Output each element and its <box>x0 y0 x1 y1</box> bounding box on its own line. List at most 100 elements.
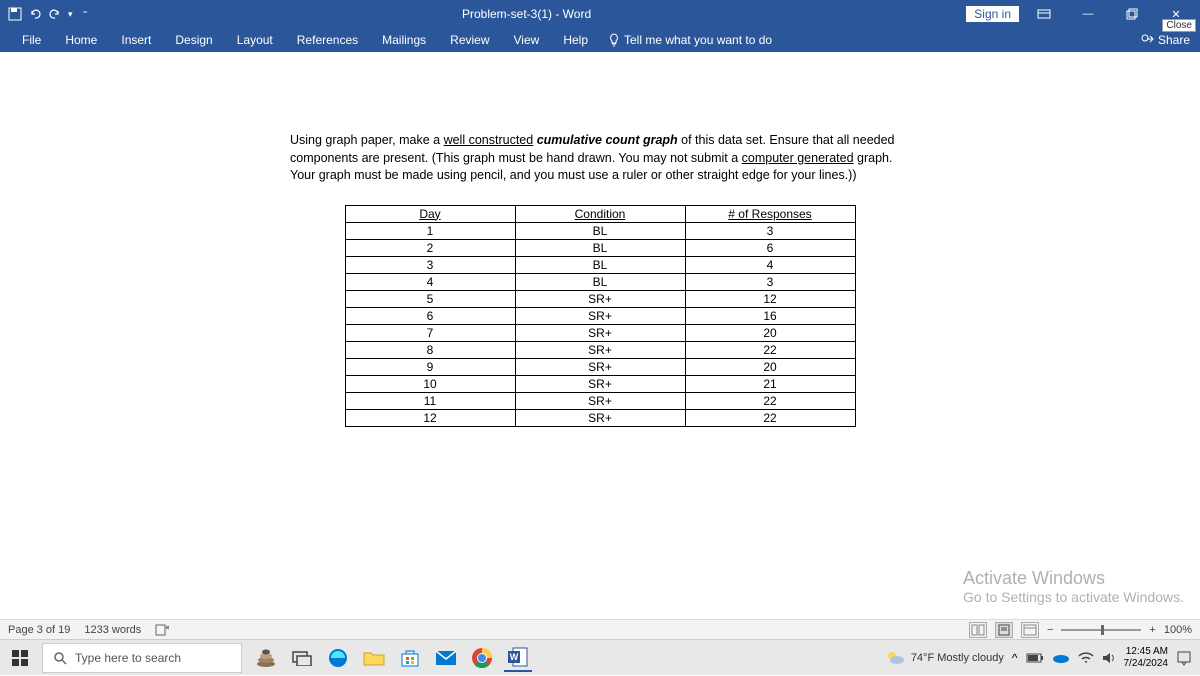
table-cell: 20 <box>685 324 855 341</box>
table-cell: 12 <box>345 409 515 426</box>
onedrive-icon[interactable] <box>1052 652 1070 664</box>
tab-file[interactable]: File <box>10 29 53 51</box>
table-cell: SR+ <box>515 358 685 375</box>
table-row: 1BL3 <box>345 222 855 239</box>
spellcheck-icon[interactable] <box>155 623 169 637</box>
print-layout-icon[interactable] <box>995 622 1013 638</box>
maximize-button[interactable] <box>1112 3 1152 25</box>
table-header-row: Day Condition # of Responses <box>345 205 855 222</box>
tab-mailings[interactable]: Mailings <box>370 29 438 51</box>
col-condition: Condition <box>515 205 685 222</box>
taskbar-search[interactable]: Type here to search <box>42 643 242 673</box>
table-cell: 7 <box>345 324 515 341</box>
ribbon-display-icon[interactable] <box>1024 3 1064 25</box>
word-count[interactable]: 1233 words <box>84 624 141 636</box>
table-row: 8SR+22 <box>345 341 855 358</box>
stacked-icon[interactable] <box>252 644 280 672</box>
activate-sub: Go to Settings to activate Windows. <box>963 589 1184 605</box>
table-cell: 22 <box>685 409 855 426</box>
chevron-up-icon[interactable]: ^ <box>1012 651 1018 665</box>
table-cell: 8 <box>345 341 515 358</box>
tab-layout[interactable]: Layout <box>225 29 285 51</box>
read-mode-icon[interactable] <box>969 622 987 638</box>
share-label: Share <box>1158 33 1190 47</box>
table-cell: 9 <box>345 358 515 375</box>
table-cell: SR+ <box>515 375 685 392</box>
qat-dropdown-icon[interactable]: ▾ <box>68 9 73 20</box>
close-button[interactable]: ✕Close <box>1156 3 1196 25</box>
web-layout-icon[interactable] <box>1021 622 1039 638</box>
col-day: Day <box>345 205 515 222</box>
redo-icon[interactable] <box>48 7 62 21</box>
volume-icon[interactable] <box>1102 651 1116 665</box>
windows-logo-icon <box>12 650 28 666</box>
table-cell: 11 <box>345 392 515 409</box>
table-cell: SR+ <box>515 341 685 358</box>
tab-design[interactable]: Design <box>163 29 224 51</box>
activate-windows-watermark: Activate Windows Go to Settings to activ… <box>963 568 1184 605</box>
table-cell: BL <box>515 222 685 239</box>
table-cell: 4 <box>685 256 855 273</box>
zoom-out-button[interactable]: − <box>1047 624 1053 636</box>
table-cell: BL <box>515 239 685 256</box>
data-table: Day Condition # of Responses 1BL32BL63BL… <box>345 205 856 427</box>
minimize-button[interactable]: — <box>1068 3 1108 25</box>
tab-view[interactable]: View <box>502 29 552 51</box>
table-row: 7SR+20 <box>345 324 855 341</box>
table-cell: 3 <box>685 273 855 290</box>
start-button[interactable] <box>0 640 40 676</box>
search-placeholder: Type here to search <box>75 651 181 665</box>
close-tooltip: Close <box>1162 19 1196 32</box>
file-explorer-icon[interactable] <box>360 644 388 672</box>
zoom-level[interactable]: 100% <box>1164 624 1192 636</box>
weather-widget[interactable]: 74°F Mostly cloudy <box>885 649 1004 667</box>
table-row: 3BL4 <box>345 256 855 273</box>
tell-me-search[interactable]: Tell me what you want to do <box>608 33 772 47</box>
lightbulb-icon <box>608 33 620 47</box>
save-icon[interactable] <box>8 7 22 21</box>
tell-me-label: Tell me what you want to do <box>624 33 772 47</box>
sign-in-button[interactable]: Sign in <box>965 5 1020 23</box>
mail-icon[interactable] <box>432 644 460 672</box>
table-cell: 3 <box>685 222 855 239</box>
tab-home[interactable]: Home <box>53 29 109 51</box>
clock[interactable]: 12:45 AM 7/24/2024 <box>1124 646 1169 670</box>
document-area[interactable]: Using graph paper, make a well construct… <box>0 52 1200 622</box>
table-cell: 10 <box>345 375 515 392</box>
notification-icon[interactable] <box>1176 650 1192 666</box>
table-row: 5SR+12 <box>345 290 855 307</box>
page-indicator[interactable]: Page 3 of 19 <box>8 624 70 636</box>
table-row: 11SR+22 <box>345 392 855 409</box>
table-cell: 6 <box>685 239 855 256</box>
page-content: Using graph paper, make a well construct… <box>290 132 910 622</box>
store-icon[interactable] <box>396 644 424 672</box>
table-cell: 16 <box>685 307 855 324</box>
zoom-slider[interactable] <box>1061 629 1141 631</box>
tab-review[interactable]: Review <box>438 29 501 51</box>
word-icon[interactable]: W <box>504 644 532 672</box>
title-bar: ▾ ⁼ Problem-set-3(1) - Word Sign in — ✕C… <box>0 0 1200 28</box>
share-button[interactable]: Share <box>1140 33 1190 47</box>
tab-references[interactable]: References <box>285 29 370 51</box>
svg-text:W: W <box>510 652 519 662</box>
table-row: 9SR+20 <box>345 358 855 375</box>
task-view-icon[interactable] <box>288 644 316 672</box>
edge-icon[interactable] <box>324 644 352 672</box>
table-cell: BL <box>515 273 685 290</box>
table-cell: 22 <box>685 392 855 409</box>
chrome-icon[interactable] <box>468 644 496 672</box>
wifi-icon[interactable] <box>1078 652 1094 664</box>
table-cell: 22 <box>685 341 855 358</box>
tab-help[interactable]: Help <box>551 29 600 51</box>
table-cell: 21 <box>685 375 855 392</box>
table-row: 4BL3 <box>345 273 855 290</box>
table-cell: SR+ <box>515 307 685 324</box>
activate-title: Activate Windows <box>963 568 1184 589</box>
battery-icon[interactable] <box>1026 653 1044 663</box>
table-cell: 12 <box>685 290 855 307</box>
table-cell: 4 <box>345 273 515 290</box>
zoom-in-button[interactable]: + <box>1149 624 1155 636</box>
undo-icon[interactable] <box>28 7 42 21</box>
tab-insert[interactable]: Insert <box>109 29 163 51</box>
table-cell: SR+ <box>515 324 685 341</box>
